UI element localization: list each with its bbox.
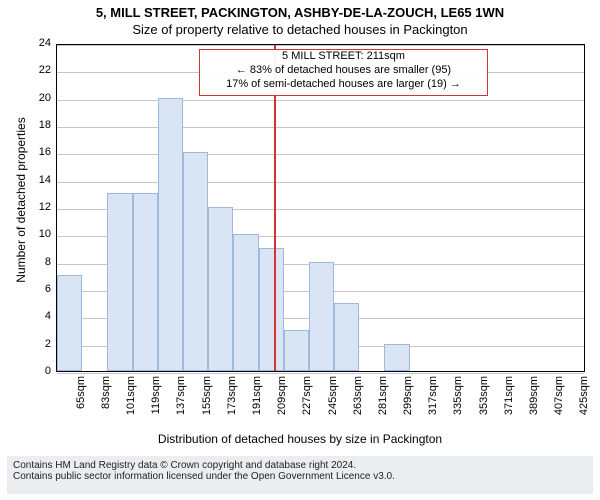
annotation-line: ← 83% of detached houses are smaller (95… [200, 64, 487, 78]
x-tick-label: 335sqm [452, 376, 464, 426]
x-tick-label: 317sqm [427, 376, 439, 426]
histogram-bar [284, 330, 309, 371]
x-tick-label: 119sqm [150, 376, 162, 426]
x-tick-label: 299sqm [402, 376, 414, 426]
y-tick-label: 0 [26, 365, 51, 377]
x-tick-label: 281sqm [377, 376, 389, 426]
x-tick-label: 83sqm [100, 376, 112, 426]
histogram-bar [309, 262, 334, 371]
y-tick-label: 24 [26, 37, 51, 49]
histogram-bar [183, 152, 208, 371]
y-tick-label: 12 [26, 201, 51, 213]
gridline [57, 45, 584, 46]
annotation-line: 17% of semi-detached houses are larger (… [200, 78, 487, 92]
y-tick-label: 4 [26, 310, 51, 322]
y-tick-label: 22 [26, 64, 51, 76]
x-tick-label: 245sqm [327, 376, 339, 426]
footer-line: Contains HM Land Registry data © Crown c… [13, 460, 587, 471]
x-tick-label: 407sqm [553, 376, 565, 426]
x-axis-label: Distribution of detached houses by size … [0, 432, 600, 446]
x-tick-label: 353sqm [478, 376, 490, 426]
x-tick-label: 263sqm [352, 376, 364, 426]
annotation-box: 5 MILL STREET: 211sqm← 83% of detached h… [199, 49, 488, 96]
histogram-bar [107, 193, 132, 371]
gridline [57, 100, 584, 101]
x-tick-label: 209sqm [276, 376, 288, 426]
y-tick-label: 8 [26, 256, 51, 268]
y-tick-label: 18 [26, 119, 51, 131]
chart-container: 5, MILL STREET, PACKINGTON, ASHBY-DE-LA-… [0, 0, 600, 500]
histogram-bar [133, 193, 158, 371]
histogram-bar [57, 275, 82, 371]
chart-title-line1: 5, MILL STREET, PACKINGTON, ASHBY-DE-LA-… [0, 5, 600, 20]
footer-line: Contains public sector information licen… [13, 471, 587, 482]
histogram-bar [259, 248, 284, 371]
y-tick-label: 14 [26, 174, 51, 186]
plot-area: 5 MILL STREET: 211sqm← 83% of detached h… [56, 44, 585, 372]
histogram-bar [384, 344, 409, 371]
y-tick-label: 20 [26, 92, 51, 104]
y-tick-label: 16 [26, 146, 51, 158]
y-tick-label: 10 [26, 228, 51, 240]
histogram-bar [233, 234, 258, 371]
x-tick-label: 137sqm [175, 376, 187, 426]
x-tick-label: 173sqm [226, 376, 238, 426]
x-tick-label: 227sqm [301, 376, 313, 426]
annotation-line: 5 MILL STREET: 211sqm [200, 50, 487, 64]
y-tick-label: 6 [26, 283, 51, 295]
x-tick-label: 371sqm [503, 376, 515, 426]
x-tick-label: 425sqm [578, 376, 590, 426]
x-tick-label: 101sqm [125, 376, 137, 426]
chart-title-line2: Size of property relative to detached ho… [0, 22, 600, 37]
x-tick-label: 389sqm [528, 376, 540, 426]
gridline [57, 373, 584, 374]
x-tick-label: 155sqm [201, 376, 213, 426]
gridline [57, 127, 584, 128]
histogram-bar [208, 207, 233, 371]
gridline [57, 154, 584, 155]
footer-attribution: Contains HM Land Registry data © Crown c… [7, 456, 593, 494]
gridline [57, 182, 584, 183]
y-tick-label: 2 [26, 338, 51, 350]
histogram-bar [334, 303, 359, 371]
histogram-bar [158, 98, 183, 371]
x-tick-label: 65sqm [75, 376, 87, 426]
x-tick-label: 191sqm [251, 376, 263, 426]
